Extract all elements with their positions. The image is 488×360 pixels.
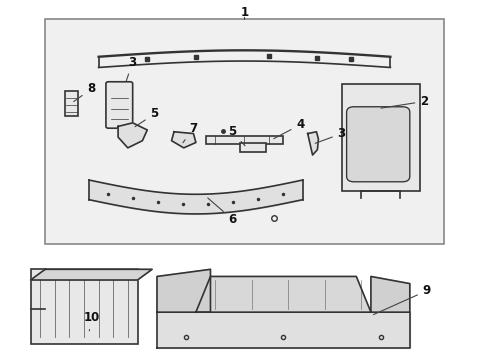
Bar — [45, 19, 443, 244]
Bar — [239, 143, 266, 152]
Text: 9: 9 — [373, 284, 430, 315]
Bar — [341, 84, 419, 191]
Text: 4: 4 — [273, 118, 304, 139]
Text: 3: 3 — [126, 55, 137, 81]
Bar — [30, 269, 137, 344]
Polygon shape — [307, 132, 318, 155]
Text: 6: 6 — [207, 198, 236, 226]
Polygon shape — [30, 269, 152, 280]
Polygon shape — [196, 276, 370, 312]
Bar — [64, 91, 78, 116]
Text: 5: 5 — [135, 107, 158, 127]
Polygon shape — [370, 276, 409, 312]
Text: 7: 7 — [183, 122, 197, 143]
Polygon shape — [157, 269, 210, 312]
Text: 10: 10 — [83, 311, 99, 331]
Text: 2: 2 — [380, 95, 427, 108]
Text: 1: 1 — [240, 6, 248, 19]
Text: 8: 8 — [74, 82, 95, 102]
FancyBboxPatch shape — [346, 107, 409, 182]
Polygon shape — [118, 123, 147, 148]
FancyBboxPatch shape — [106, 82, 132, 128]
Text: 5: 5 — [228, 125, 244, 146]
Text: 3: 3 — [315, 127, 345, 143]
Polygon shape — [171, 132, 196, 148]
Polygon shape — [157, 312, 409, 348]
Bar — [205, 136, 283, 144]
